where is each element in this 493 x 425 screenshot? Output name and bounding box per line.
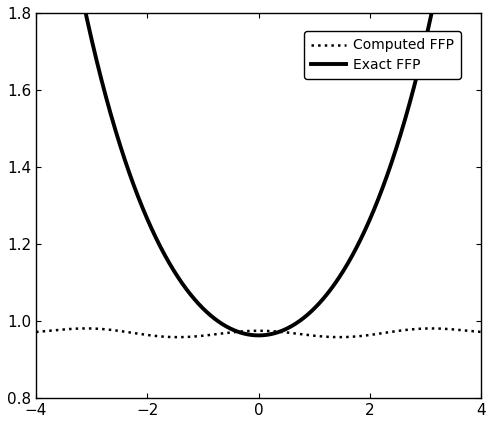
Exact FFP	[238, 330, 244, 335]
Computed FFP	[33, 329, 39, 334]
Computed FFP	[465, 328, 471, 333]
Exact FFP	[255, 333, 261, 338]
Exact FFP	[249, 332, 255, 337]
Computed FFP	[250, 328, 256, 333]
Line: Exact FFP: Exact FFP	[36, 0, 481, 335]
Computed FFP	[478, 329, 484, 334]
Computed FFP	[56, 327, 62, 332]
Computed FFP	[83, 326, 89, 331]
Line: Computed FFP: Computed FFP	[36, 329, 481, 337]
Computed FFP	[175, 334, 181, 340]
Exact FFP	[384, 174, 390, 179]
Computed FFP	[238, 329, 244, 334]
Computed FFP	[384, 330, 390, 335]
Computed FFP	[466, 328, 472, 333]
Legend: Computed FFP, Exact FFP: Computed FFP, Exact FFP	[304, 31, 461, 79]
